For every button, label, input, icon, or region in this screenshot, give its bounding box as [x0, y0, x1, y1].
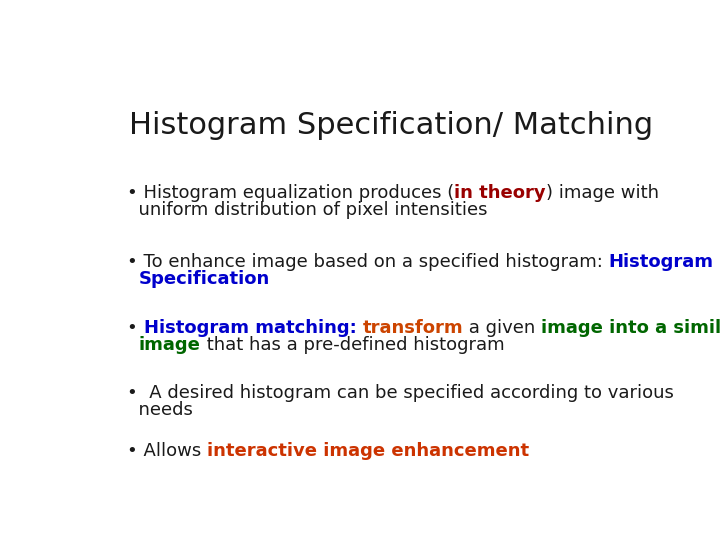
Text: uniform distribution of pixel intensities: uniform distribution of pixel intensitie… [127, 201, 487, 219]
Text: • Histogram equalization produces (: • Histogram equalization produces ( [127, 184, 454, 202]
Text: • Allows: • Allows [127, 442, 207, 460]
Text: Histogram matching:: Histogram matching: [144, 319, 363, 337]
Text: Specification: Specification [139, 271, 270, 288]
Text: that has a pre-defined histogram: that has a pre-defined histogram [201, 336, 504, 354]
Text: needs: needs [127, 401, 193, 419]
Text: image into a similar: image into a similar [541, 319, 720, 337]
Text: interactive image enhancement: interactive image enhancement [207, 442, 529, 460]
Text: • To enhance image based on a specified histogram:: • To enhance image based on a specified … [127, 253, 609, 272]
Text: a given: a given [464, 319, 541, 337]
Text: Histogram: Histogram [609, 253, 714, 272]
Text: •: • [127, 319, 144, 337]
Text: transform: transform [363, 319, 464, 337]
Text: image: image [139, 336, 201, 354]
Text: Histogram Specification/ Matching: Histogram Specification/ Matching [129, 111, 653, 140]
Text: ) image with: ) image with [546, 184, 659, 202]
Text: •  A desired histogram can be specified according to various: • A desired histogram can be specified a… [127, 384, 674, 402]
Text: in theory: in theory [454, 184, 546, 202]
